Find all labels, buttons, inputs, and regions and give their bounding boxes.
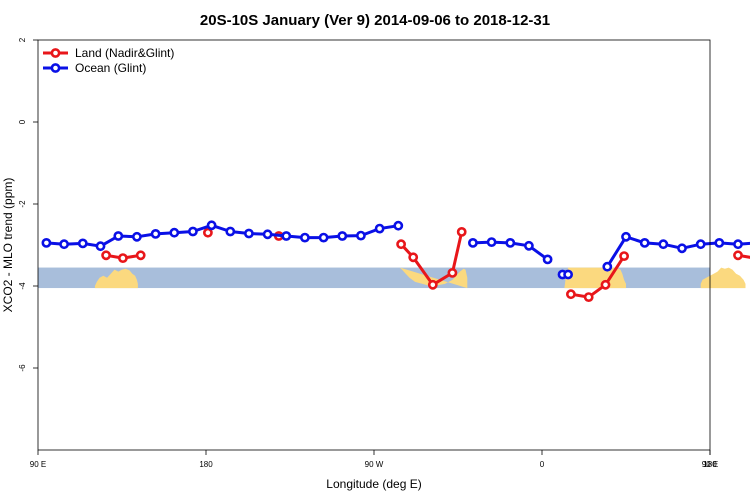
ocean-point bbox=[505, 237, 516, 248]
ocean-point bbox=[243, 228, 254, 239]
chart-title: 20S-10S January (Ver 9) 2014-09-06 to 20… bbox=[200, 12, 550, 29]
y-axis: 2 0 -2 -4 -6 bbox=[18, 37, 38, 372]
land-patch bbox=[564, 267, 626, 289]
ocean-point bbox=[77, 238, 88, 249]
land-series-line bbox=[737, 253, 750, 259]
ocean-point bbox=[393, 220, 404, 231]
ocean-point bbox=[206, 220, 217, 231]
land-point bbox=[619, 251, 629, 261]
ocean-point bbox=[150, 228, 161, 239]
ocean-point bbox=[639, 237, 650, 248]
land-point bbox=[396, 239, 406, 250]
ocean-point bbox=[59, 239, 69, 250]
plot-frame bbox=[37, 39, 711, 451]
land-point bbox=[408, 252, 419, 263]
land-point bbox=[135, 250, 146, 261]
land-point bbox=[600, 279, 611, 290]
ocean-legend-marker bbox=[50, 63, 61, 73]
ocean-point bbox=[169, 227, 180, 238]
ocean-point bbox=[187, 226, 198, 237]
land-point bbox=[733, 250, 743, 261]
ocean-point bbox=[542, 254, 553, 265]
ocean-point bbox=[695, 239, 706, 250]
land-point bbox=[447, 267, 458, 278]
ocean-point bbox=[621, 231, 631, 242]
land-point bbox=[101, 250, 111, 261]
land-patch bbox=[400, 267, 468, 289]
land-point bbox=[566, 289, 576, 300]
ocean-point bbox=[262, 229, 273, 240]
ocean-point bbox=[318, 232, 329, 243]
y-tick-label: -6 bbox=[18, 364, 27, 372]
x-tick-label: 0 bbox=[540, 460, 545, 469]
ocean-point bbox=[225, 226, 236, 237]
y-tick-label: 2 bbox=[18, 37, 27, 42]
x-axis-label: Longitude (deg E) bbox=[326, 477, 421, 491]
ocean-point bbox=[131, 231, 142, 242]
ocean-point bbox=[677, 243, 687, 254]
ocean-point bbox=[733, 239, 743, 250]
y-tick-label: -4 bbox=[18, 282, 27, 290]
y-tick-label: 0 bbox=[18, 119, 27, 124]
ocean-point bbox=[486, 237, 497, 247]
ocean-point bbox=[563, 269, 573, 280]
y-tick-label: -2 bbox=[18, 200, 27, 208]
land-point bbox=[118, 253, 128, 263]
ocean-point bbox=[714, 237, 725, 248]
ocean-point bbox=[467, 237, 478, 248]
land-point bbox=[202, 227, 213, 238]
ocean-point bbox=[299, 232, 310, 243]
ocean-point bbox=[374, 223, 385, 234]
land-point bbox=[583, 292, 594, 302]
series-layer bbox=[41, 220, 750, 302]
x-tick-label: 90 E bbox=[702, 460, 718, 469]
y-axis-label: XCO2 - MLO trend (ppm) bbox=[1, 178, 15, 313]
land-series-line bbox=[570, 255, 626, 299]
land-legend-label: Land (Nadir&Glint) bbox=[75, 46, 174, 60]
ocean-point bbox=[602, 261, 613, 272]
ocean-point bbox=[281, 231, 292, 241]
legend: Land (Nadir&Glint)Ocean (Glint) bbox=[43, 46, 174, 75]
ocean-band bbox=[38, 267, 710, 289]
x-tick-label: 180 bbox=[703, 460, 717, 469]
ocean-point bbox=[355, 230, 366, 241]
land-patch bbox=[94, 268, 138, 289]
ocean-point bbox=[524, 240, 534, 251]
x-tick-label: 180 bbox=[199, 460, 213, 469]
land-patch bbox=[700, 267, 746, 289]
ocean-point bbox=[113, 231, 124, 241]
ocean-point bbox=[41, 237, 52, 248]
ocean-point bbox=[95, 241, 106, 252]
ocean-point bbox=[337, 231, 348, 241]
land-ocean-band bbox=[38, 267, 746, 289]
ocean-point bbox=[658, 239, 669, 250]
ocean-legend-label: Ocean (Glint) bbox=[75, 61, 146, 75]
x-tick-label: 90 W bbox=[365, 460, 384, 469]
land-point bbox=[427, 279, 438, 290]
land-legend-marker bbox=[50, 48, 61, 58]
land-point bbox=[456, 226, 467, 237]
x-tick-label: 90 E bbox=[30, 460, 46, 469]
ocean-series-line bbox=[606, 235, 750, 268]
